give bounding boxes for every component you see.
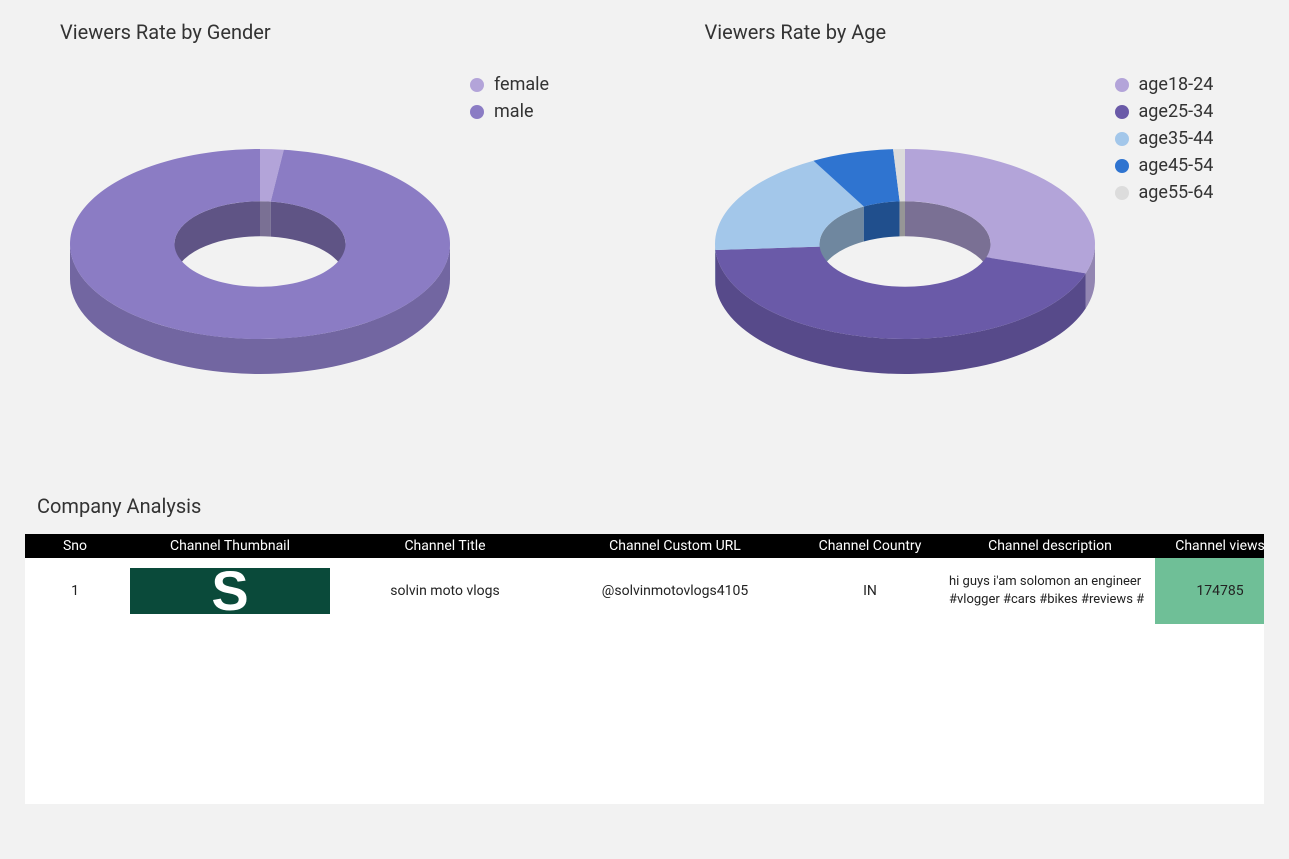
cell-url: @solvinmotovlogs4105 bbox=[555, 558, 795, 624]
company-analysis-section: Company Analysis Sno Channel Thumbnail C… bbox=[0, 434, 1289, 844]
cell-country: IN bbox=[795, 558, 945, 624]
th-thumb: Channel Thumbnail bbox=[125, 534, 335, 558]
th-url: Channel Custom URL bbox=[555, 534, 795, 558]
legend-swatch bbox=[1115, 105, 1129, 119]
th-sno: Sno bbox=[25, 534, 125, 558]
legend-item: male bbox=[470, 101, 549, 122]
table-row: 1Ssolvin moto vlogs@solvinmotovlogs4105I… bbox=[25, 558, 1264, 624]
age-chart-title: Viewers Rate by Age bbox=[705, 20, 1250, 44]
age-chart-svg bbox=[705, 74, 1105, 434]
th-title: Channel Title bbox=[335, 534, 555, 558]
legend-item: age25-34 bbox=[1115, 101, 1214, 122]
legend-item: age35-44 bbox=[1115, 128, 1214, 149]
legend-item: female bbox=[470, 74, 549, 95]
legend-swatch bbox=[1115, 78, 1129, 92]
charts-row: Viewers Rate by Gender female male Viewer… bbox=[0, 0, 1289, 434]
th-desc: Channel description bbox=[945, 534, 1155, 558]
gender-chart-title: Viewers Rate by Gender bbox=[60, 20, 605, 44]
legend-label: age55-64 bbox=[1139, 182, 1214, 203]
th-views: Channel views bbox=[1155, 534, 1264, 558]
analysis-table-wrap: Sno Channel Thumbnail Channel Title Chan… bbox=[25, 534, 1264, 804]
legend-swatch bbox=[1115, 132, 1129, 146]
cell-thumbnail: S bbox=[125, 558, 335, 624]
legend-label: male bbox=[494, 101, 534, 122]
cell-description: hi guys i'am solomon an engineer #vlogge… bbox=[945, 558, 1155, 624]
legend-label: age18-24 bbox=[1139, 74, 1214, 95]
legend-label: age45-54 bbox=[1139, 155, 1214, 176]
legend-item: age45-54 bbox=[1115, 155, 1214, 176]
gender-chart-body: female male bbox=[60, 74, 605, 434]
table-header-row: Sno Channel Thumbnail Channel Title Chan… bbox=[25, 534, 1264, 558]
legend-swatch bbox=[1115, 159, 1129, 173]
company-analysis-title: Company Analysis bbox=[37, 494, 1264, 518]
cell-sno: 1 bbox=[25, 558, 125, 624]
legend-item: age55-64 bbox=[1115, 182, 1214, 203]
age-legend: age18-24 age25-34 age35-44 age45-54 age55-64 bbox=[1115, 74, 1214, 209]
legend-label: age35-44 bbox=[1139, 128, 1214, 149]
channel-thumbnail: S bbox=[130, 568, 330, 614]
cell-views: 174785 bbox=[1155, 558, 1264, 624]
legend-item: age18-24 bbox=[1115, 74, 1214, 95]
analysis-table: Sno Channel Thumbnail Channel Title Chan… bbox=[25, 534, 1264, 624]
legend-swatch bbox=[470, 105, 484, 119]
age-chart-body: age18-24 age25-34 age35-44 age45-54 age55-64 bbox=[705, 74, 1250, 434]
gender-chart-block: Viewers Rate by Gender female male bbox=[0, 20, 645, 434]
legend-label: age25-34 bbox=[1139, 101, 1214, 122]
legend-swatch bbox=[1115, 186, 1129, 200]
gender-chart-svg bbox=[60, 74, 460, 434]
cell-title: solvin moto vlogs bbox=[335, 558, 555, 624]
legend-label: female bbox=[494, 74, 549, 95]
gender-legend: female male bbox=[470, 74, 549, 128]
age-chart-block: Viewers Rate by Age age18-24 age25-34 age3… bbox=[645, 20, 1289, 434]
legend-swatch bbox=[470, 78, 484, 92]
th-country: Channel Country bbox=[795, 534, 945, 558]
